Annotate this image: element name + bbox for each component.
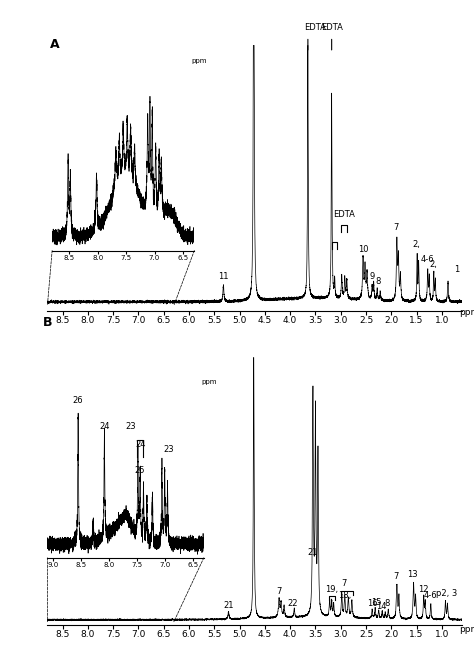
Text: B: B: [43, 317, 52, 329]
Text: 1: 1: [455, 265, 460, 274]
Text: 23: 23: [125, 422, 136, 432]
Text: p2, 3: p2, 3: [436, 589, 457, 598]
Text: 23: 23: [164, 445, 174, 454]
Text: 11: 11: [218, 273, 228, 281]
Text: 25: 25: [135, 466, 146, 475]
Text: 21: 21: [308, 548, 318, 557]
Text: A: A: [50, 38, 60, 51]
Text: 26: 26: [73, 396, 83, 405]
Text: 14: 14: [376, 602, 386, 611]
Text: 18,: 18,: [337, 591, 351, 601]
Text: 13: 13: [407, 570, 418, 578]
Text: EDTA: EDTA: [304, 23, 327, 32]
Text: ppm: ppm: [460, 625, 474, 633]
Text: ppm: ppm: [201, 379, 217, 385]
Text: EDTA: EDTA: [333, 210, 355, 219]
Text: 7: 7: [394, 223, 399, 232]
Text: 12: 12: [418, 584, 428, 593]
Text: EDTA: EDTA: [321, 23, 343, 32]
Text: 22: 22: [287, 599, 298, 609]
Text: 10: 10: [358, 245, 368, 255]
Text: 8: 8: [384, 599, 390, 609]
Text: 7: 7: [276, 587, 282, 597]
Text: 7: 7: [342, 579, 347, 589]
Text: 8: 8: [375, 277, 381, 286]
Text: 24: 24: [99, 422, 109, 432]
Text: 2,: 2,: [429, 260, 437, 269]
Text: 2,: 2,: [413, 240, 420, 249]
Text: 19,: 19,: [325, 585, 338, 594]
Text: 4-6: 4-6: [420, 255, 434, 264]
Text: 16: 16: [367, 599, 377, 608]
Text: 7: 7: [394, 572, 399, 581]
Text: 4-6: 4-6: [423, 591, 437, 601]
Text: 21: 21: [223, 601, 234, 610]
Text: ppm: ppm: [460, 308, 474, 317]
Text: 24: 24: [135, 440, 146, 449]
Text: 9: 9: [370, 273, 375, 281]
Text: ppm: ppm: [191, 57, 207, 63]
Text: 15: 15: [371, 598, 382, 607]
